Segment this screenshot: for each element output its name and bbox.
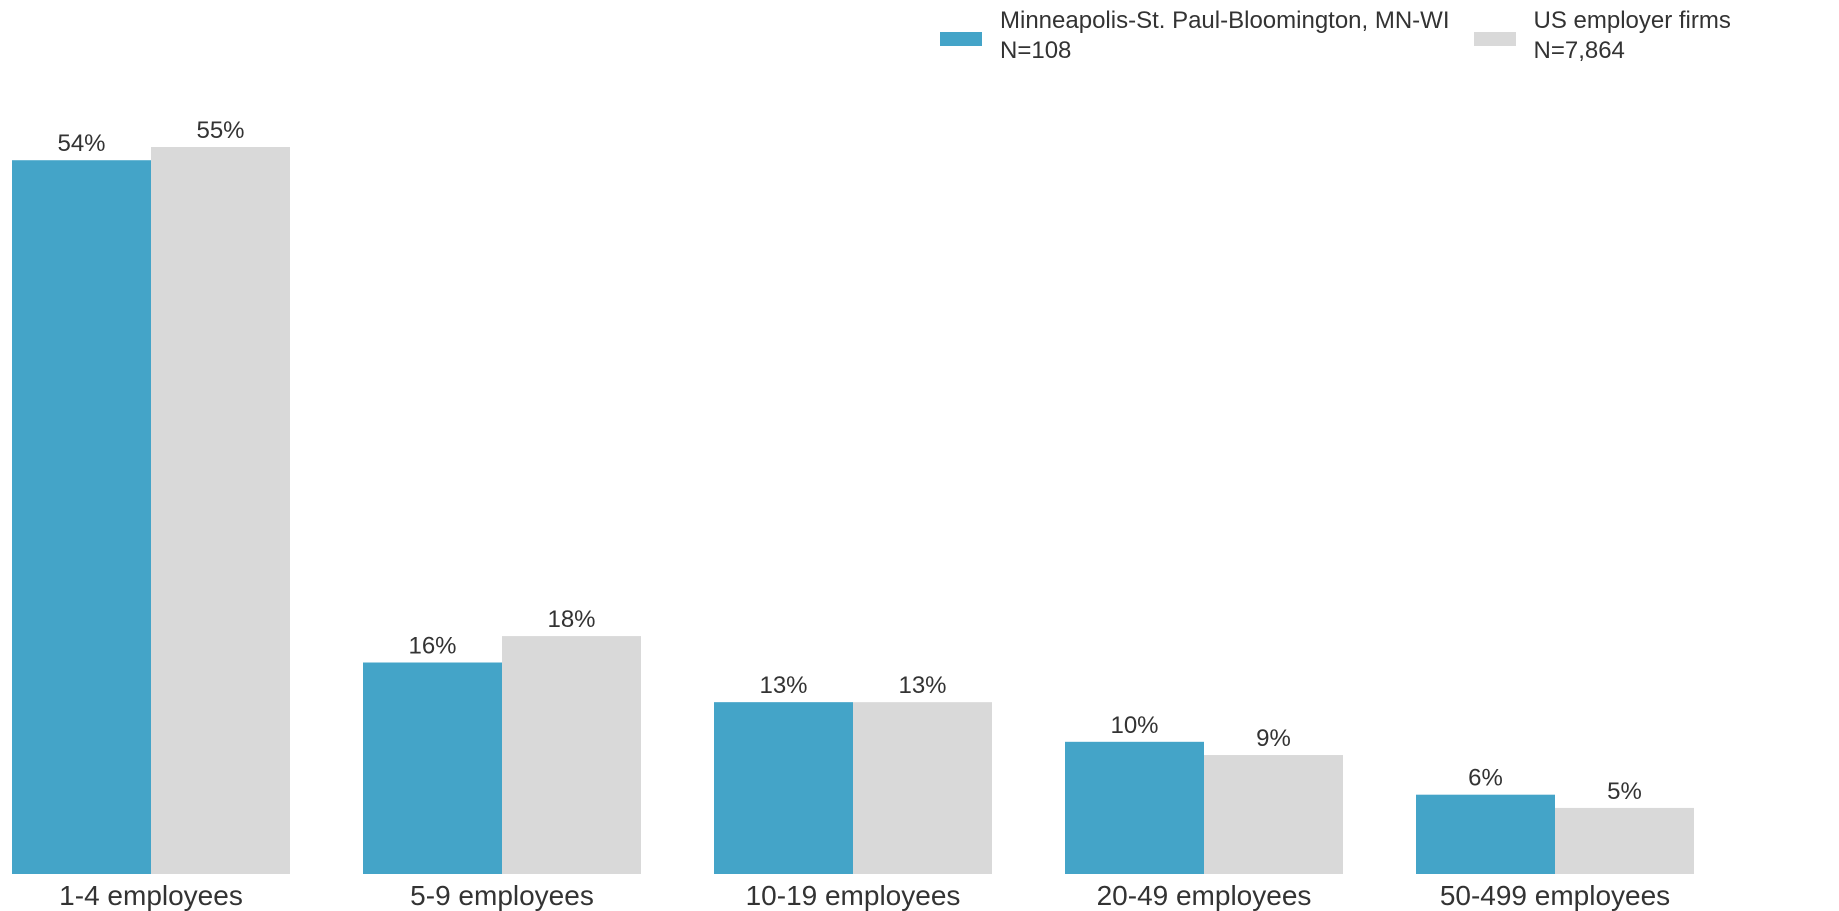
bar-us-1 [502, 636, 641, 874]
x-tick-label-3: 20-49 employees [1097, 880, 1312, 911]
data-label-minneapolis-4: 6% [1468, 765, 1503, 792]
legend-swatch-us [1473, 32, 1516, 46]
bar-us-0 [151, 147, 290, 874]
data-label-us-4: 5% [1607, 778, 1642, 805]
bar-minneapolis-3 [1065, 741, 1204, 874]
bar-us-2 [853, 702, 992, 874]
legend-label-us: US employer firms [1533, 7, 1731, 34]
bar-minneapolis-0 [12, 160, 151, 874]
legend-label-minneapolis: Minneapolis-St. Paul-Bloomington, MN-WI [1000, 7, 1450, 34]
x-tick-label-1: 5-9 employees [410, 880, 594, 911]
bar-minneapolis-1 [363, 662, 502, 874]
bar-minneapolis-4 [1416, 794, 1555, 874]
legend-item-minneapolis: Minneapolis-St. Paul-Bloomington, MN-WI … [940, 6, 1450, 66]
bar-minneapolis-2 [714, 702, 853, 874]
data-label-us-3: 9% [1256, 725, 1291, 752]
data-label-minneapolis-1: 16% [408, 633, 456, 660]
data-label-us-1: 18% [547, 606, 595, 633]
data-label-minneapolis-0: 54% [57, 130, 105, 157]
legend-item-us: US employer firms N=7,864 [1473, 6, 1731, 66]
data-label-minneapolis-3: 10% [1110, 712, 1158, 739]
data-label-us-2: 13% [898, 672, 946, 699]
x-tick-label-2: 10-19 employees [746, 880, 961, 911]
x-tick-label-4: 50-499 employees [1440, 880, 1670, 911]
x-tick-label-0: 1-4 employees [59, 880, 243, 911]
data-label-us-0: 55% [196, 117, 244, 144]
legend-sample-minneapolis: N=108 [1000, 37, 1072, 64]
data-label-minneapolis-2: 13% [759, 672, 807, 699]
legend-sample-us: N=7,864 [1533, 37, 1625, 64]
bar-us-3 [1204, 755, 1343, 874]
bar-us-4 [1555, 807, 1694, 874]
legend: Minneapolis-St. Paul-Bloomington, MN-WI … [940, 6, 1739, 66]
legend-swatch-minneapolis [940, 32, 982, 46]
